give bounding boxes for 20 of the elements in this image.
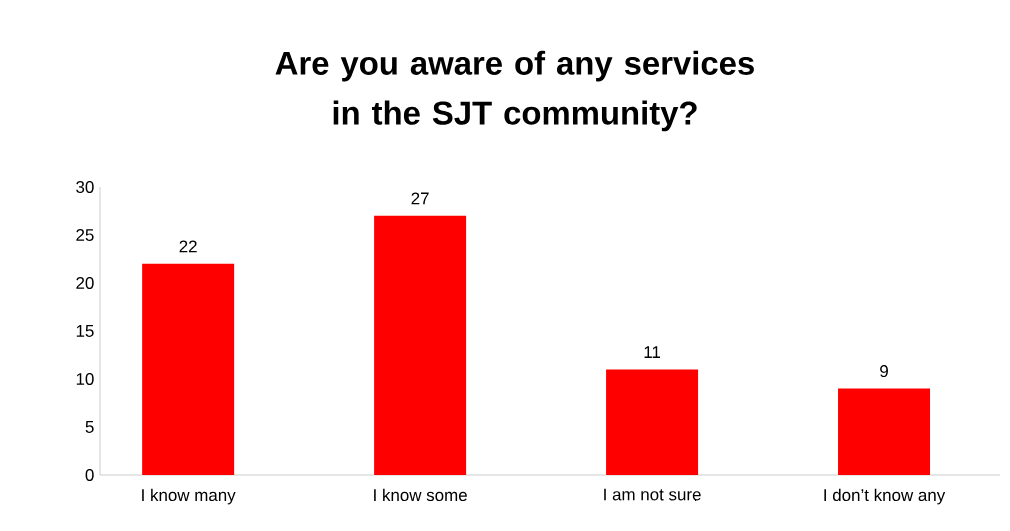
chart-title: Are you aware of any services in the SJT community? [275, 50, 754, 132]
data-label: 22 [179, 240, 197, 253]
data-label: 27 [411, 192, 429, 205]
y-tick-label: 5 [85, 421, 94, 433]
data-label: 9 [880, 365, 888, 378]
x-tick-label: I don’t know any [824, 488, 946, 505]
bar [142, 263, 235, 475]
x-tick-label: I know many [142, 488, 236, 505]
y-tick-label: 30 [76, 181, 94, 193]
bar [838, 388, 931, 475]
data-label: 11 [644, 346, 661, 358]
y-tick-label: 25 [76, 229, 94, 241]
y-tick-label: 15 [76, 325, 94, 337]
y-tick-label: 10 [76, 373, 94, 385]
x-tick-label: I know some [374, 488, 467, 502]
bar [606, 369, 699, 475]
bar [374, 215, 467, 475]
x-tick-label: I am not sure [604, 488, 701, 501]
y-tick-label: 20 [76, 277, 94, 289]
y-tick-label: 0 [85, 469, 94, 481]
